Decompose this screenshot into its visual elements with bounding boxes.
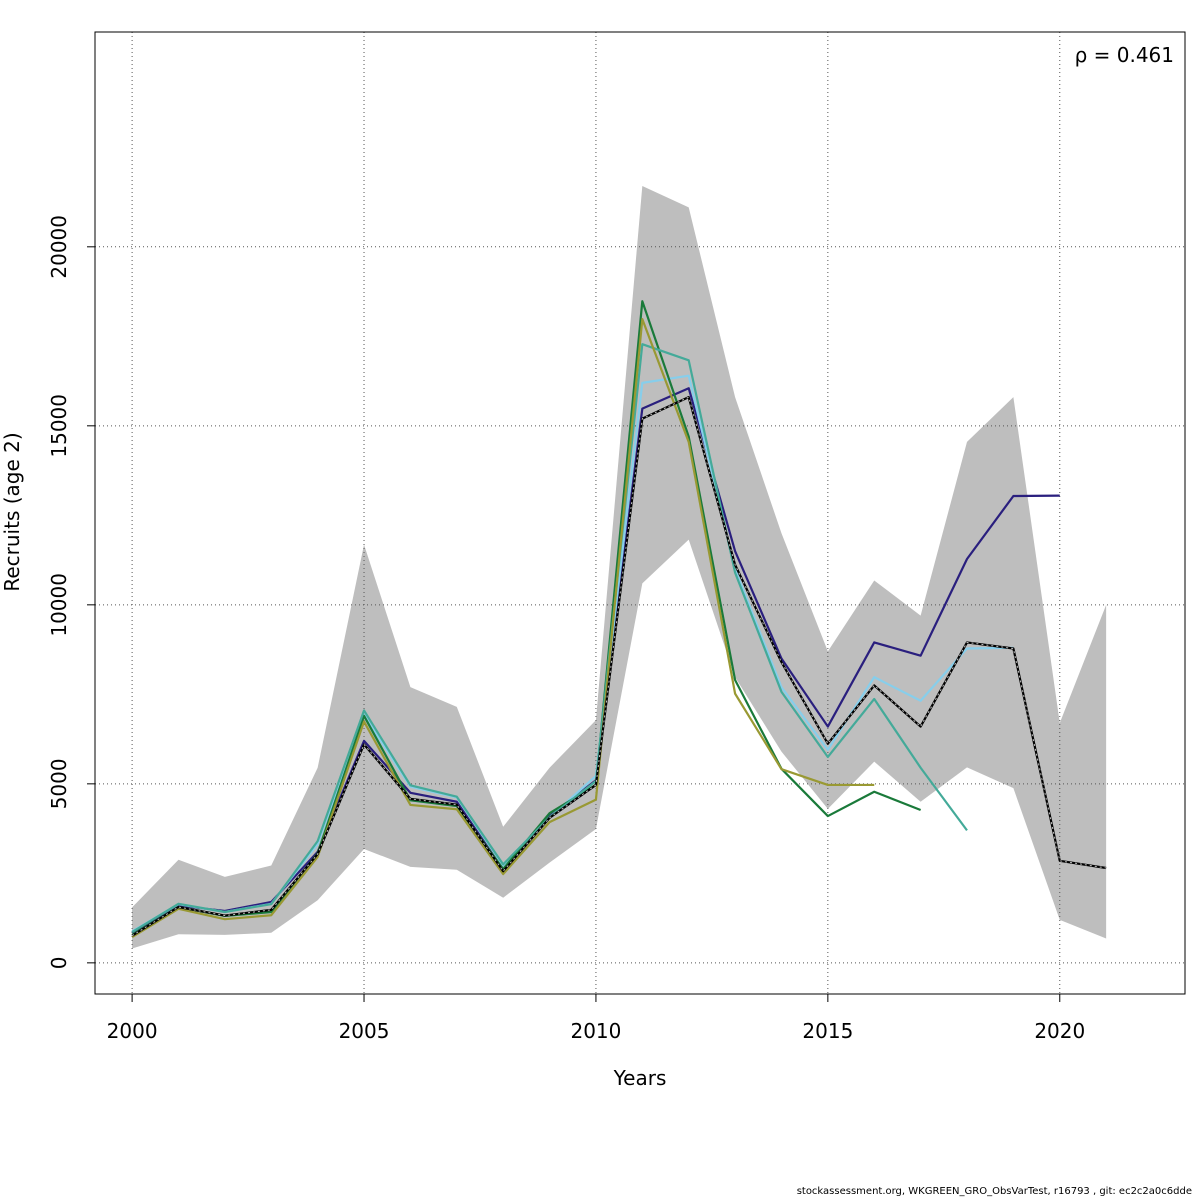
x-tick-label: 2020 <box>1034 1019 1085 1043</box>
x-axis-title: Years <box>613 1066 667 1090</box>
plot-frame <box>94 31 1186 995</box>
x-tick-label: 2000 <box>107 1019 158 1043</box>
x-tick-label: 2005 <box>339 1019 390 1043</box>
rho-annotation: ρ = 0.461 <box>1075 43 1174 67</box>
axis-layer: 2000 2005 2010 2015 2020 0 5000 10000 15000 20000 <box>47 215 1085 1043</box>
y-tick-label: 0 <box>47 956 71 969</box>
x-tick-label: 2010 <box>570 1019 621 1043</box>
y-tick-label: 10000 <box>47 573 71 637</box>
series-line-4 <box>131 318 875 939</box>
series-layer <box>131 300 1107 939</box>
y-tick-label: 15000 <box>47 394 71 458</box>
footer-credit: stockassessment.org, WKGREEN_GRO_ObsVarT… <box>796 1186 1192 1197</box>
series-line-5-dash <box>131 396 1107 937</box>
x-tick-label: 2015 <box>802 1019 853 1043</box>
y-tick-label: 5000 <box>47 758 71 809</box>
y-tick-label: 20000 <box>47 215 71 279</box>
y-axis-title: Recruits (age 2) <box>0 432 24 591</box>
